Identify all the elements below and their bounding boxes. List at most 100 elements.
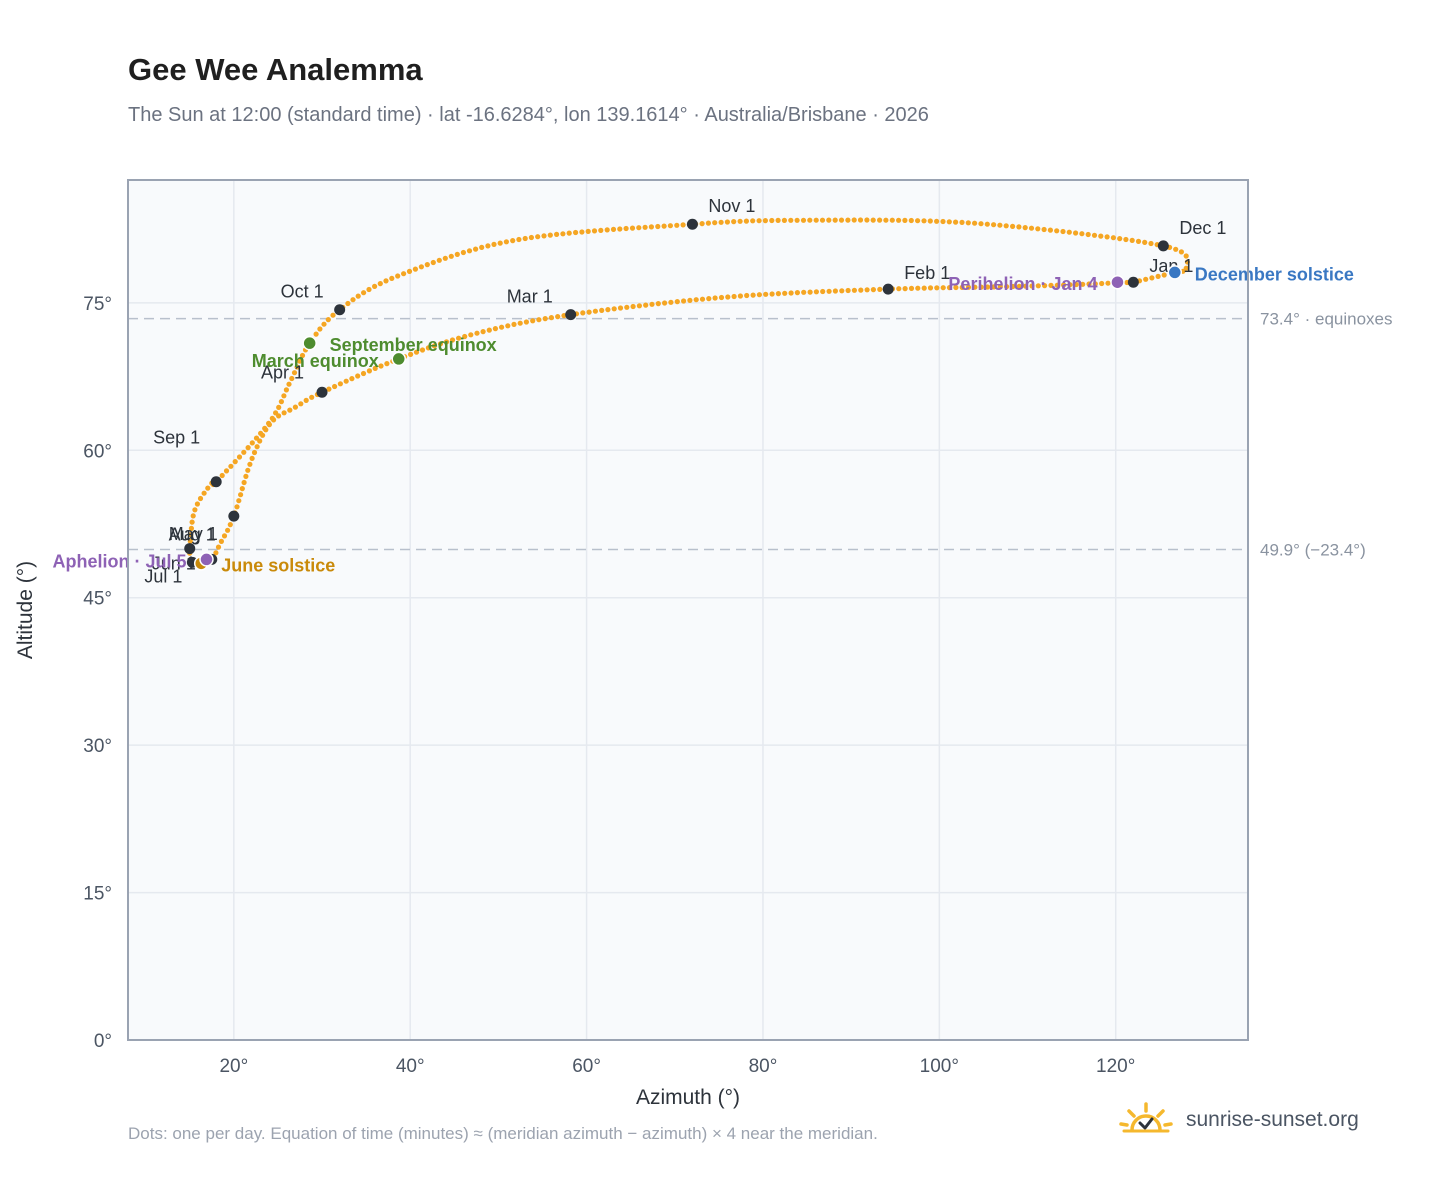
brand-name[interactable]: sunrise-sunset.org [1186,1108,1359,1131]
daily-sun-dot [1110,235,1116,241]
daily-sun-dot [839,288,845,294]
daily-sun-dot [330,312,336,318]
daily-sun-dot [864,217,870,223]
daily-sun-dot [965,284,972,290]
daily-sun-dot [418,264,424,270]
daily-sun-dot [718,294,725,301]
daily-sun-dot [807,289,813,295]
daily-sun-dot [731,219,737,225]
daily-sun-dot [249,455,255,461]
daily-sun-dot [794,290,801,296]
daily-sun-dot [611,306,617,312]
month-label: Apr 1 [261,362,304,382]
daily-sun-dot [1004,284,1010,290]
daily-sun-dot [655,223,661,230]
daily-sun-dot [239,486,245,492]
daily-sun-dot [712,220,718,226]
daily-sun-dot [523,319,530,325]
daily-sun-dot [466,248,473,254]
daily-sun-dot [737,218,743,224]
daily-sun-dot [236,454,243,460]
daily-sun-dot [953,219,959,225]
daily-sun-dot [598,227,604,233]
daily-sun-dot [372,283,378,289]
x-tick-label: 100° [920,1056,959,1077]
daily-sun-dot [291,370,298,376]
daily-sun-dot [624,304,630,310]
daily-sun-dot [902,217,908,223]
daily-sun-dot [313,331,319,337]
daily-sun-dot [800,217,807,223]
daily-sun-dot [1142,239,1148,245]
daily-sun-dot [234,504,240,510]
x-axis-label: Azimuth (°) [636,1086,740,1109]
daily-sun-dot [350,297,356,303]
daily-sun-dot [927,218,933,224]
month-marker [210,476,222,488]
daily-sun-dot [972,220,978,226]
daily-sun-dot [858,287,864,293]
daily-sun-dot [845,287,851,294]
y-tick-label: 45° [83,589,112,610]
brand[interactable]: sunrise-sunset.org [1118,1100,1359,1140]
daily-sun-dot [245,467,251,473]
y-tick-label: 30° [83,736,112,757]
daily-sun-dot [934,285,940,291]
daily-sun-dot [430,259,436,266]
daily-sun-dot [541,233,547,239]
daily-sun-dot [1149,275,1155,281]
daily-sun-dot [449,337,456,343]
daily-sun-dot [555,314,561,320]
daily-sun-dot [491,241,497,247]
daily-sun-dot [1042,283,1048,289]
daily-sun-dot [579,229,585,235]
daily-sun-dot [462,333,468,340]
daily-sun-dot [953,284,959,291]
daily-sun-dot [401,271,407,277]
daily-sun-dot [223,468,230,474]
daily-sun-dot [187,538,193,544]
daily-sun-dot [425,345,431,351]
daily-sun-dot [674,299,680,305]
daily-sun-dot [889,217,895,223]
month-marker [316,386,328,398]
daily-sun-dot [591,228,598,234]
daily-sun-dot [629,225,636,231]
daily-sun-dot [536,317,542,323]
daily-sun-dot [326,386,332,392]
month-label: May 1 [169,524,218,544]
daily-sun-dot [372,365,378,371]
daily-sun-dot [448,253,454,259]
daily-sun-dot [763,291,769,297]
daily-sun-dot [286,381,292,387]
daily-sun-dot [361,290,367,296]
daily-sun-dot [750,292,756,298]
daily-sun-dot [699,221,705,227]
daily-sun-dot [1080,281,1086,287]
daily-sun-dot [662,300,668,306]
daily-sun-dot [870,217,876,223]
daily-sun-dot [832,288,839,294]
daily-sun-dot [419,347,426,353]
daily-sun-dot [201,490,207,496]
daily-sun-dot [896,286,902,292]
daily-sun-dot [1054,228,1060,234]
daily-sun-dot [225,527,231,533]
plot-area [128,180,1248,1040]
daily-sun-dot [566,230,572,236]
event-marker [1167,265,1183,280]
daily-sun-dot [273,410,279,416]
daily-sun-dot [281,410,287,416]
daily-sun-dot [360,370,367,377]
daily-sun-dot [299,352,306,359]
daily-sun-dot [915,218,921,224]
daily-sun-dot [756,218,762,224]
daily-sun-dot [870,287,877,293]
daily-sun-dot [985,284,991,290]
daily-sun-dot [218,538,224,545]
daily-sun-dot [573,229,579,236]
daily-sun-dot [592,308,599,314]
daily-sun-dot [281,393,287,399]
daily-sun-dot [468,332,474,338]
